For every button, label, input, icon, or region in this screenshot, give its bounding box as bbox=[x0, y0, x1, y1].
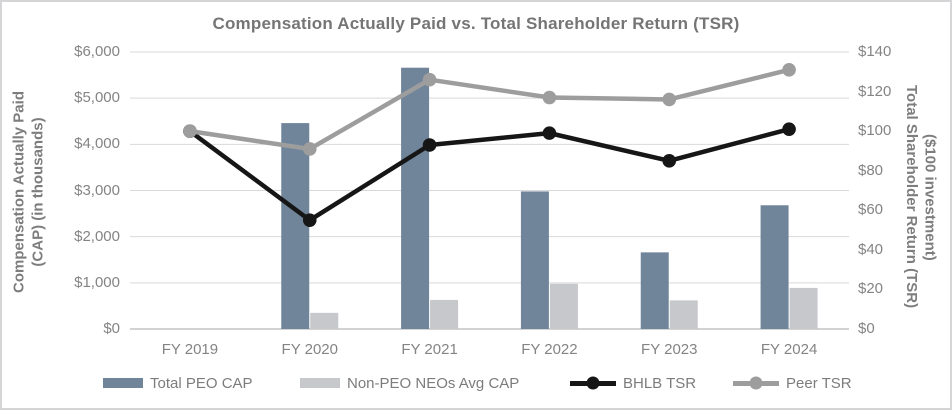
x-axis-label: FY 2019 bbox=[161, 341, 219, 358]
right-axis-tick-label: $0 bbox=[858, 320, 875, 337]
x-axis-label: FY 2023 bbox=[641, 341, 698, 358]
right-axis-title-line1: Total Shareholder Return (TSR) bbox=[902, 85, 920, 309]
right-axis-tick-label: $20 bbox=[858, 280, 884, 298]
bar-non-peo-neos-avg-cap-fy-2022 bbox=[549, 283, 578, 329]
bar-non-peo-neos-avg-cap-fy-2024 bbox=[789, 287, 818, 329]
x-axis-label: FY 2022 bbox=[521, 341, 578, 358]
right-axis-tick-label: $40 bbox=[858, 240, 884, 258]
point-bhlb-tsr-fy-2023 bbox=[662, 154, 677, 168]
x-axis-label: FY 2021 bbox=[401, 341, 458, 358]
point-bhlb-tsr-fy-2024 bbox=[782, 122, 796, 136]
left-axis-tick-label: $0 bbox=[103, 320, 120, 337]
left-axis-tick-label: $4,000 bbox=[74, 135, 120, 153]
x-axis-label: FY 2024 bbox=[760, 341, 818, 358]
right-axis-title-line2: ($100 investment) bbox=[921, 133, 939, 261]
chart-title: Compensation Actually Paid vs. Total Sha… bbox=[212, 14, 740, 33]
left-axis-tick-label: $5,000 bbox=[74, 89, 120, 107]
point-peer-tsr-fy-2023 bbox=[662, 92, 677, 107]
right-axis-tick-label: $80 bbox=[858, 161, 884, 179]
point-peer-tsr-fy-2024 bbox=[782, 63, 796, 77]
right-axis-tick-label: $60 bbox=[858, 201, 884, 219]
bar-non-peo-neos-avg-cap-fy-2021 bbox=[430, 299, 459, 329]
left-axis-tick-label: $6,000 bbox=[74, 43, 120, 60]
point-bhlb-tsr-fy-2022 bbox=[542, 126, 557, 140]
line-bhlb-tsr bbox=[187, 126, 792, 223]
right-axis-title: Total Shareholder Return (TSR) ($100 inv… bbox=[901, 42, 939, 352]
bar-non-peo-neos-avg-cap-fy-2020 bbox=[310, 312, 339, 329]
bar-total-peo-cap-fy-2022 bbox=[520, 191, 549, 329]
line-peer-tsr bbox=[187, 67, 792, 152]
point-bhlb-tsr-fy-2021 bbox=[422, 138, 437, 152]
bar-total-peo-cap-fy-2020 bbox=[281, 123, 310, 329]
point-peer-tsr-fy-2020 bbox=[302, 142, 317, 156]
right-axis-tick-label: $100 bbox=[858, 122, 892, 140]
left-axis-tick-label: $1,000 bbox=[74, 273, 120, 291]
point-peer-tsr-fy-2019 bbox=[183, 124, 197, 138]
point-peer-tsr-fy-2021 bbox=[422, 72, 437, 87]
bar-non-peo-neos-avg-cap-fy-2023 bbox=[669, 300, 698, 329]
right-axis-tick-label: $140 bbox=[858, 43, 892, 60]
bar-total-peo-cap-fy-2024 bbox=[760, 205, 789, 329]
point-peer-tsr-fy-2022 bbox=[542, 90, 557, 105]
point-bhlb-tsr-fy-2020 bbox=[302, 213, 317, 227]
x-axis-label: FY 2020 bbox=[281, 341, 338, 358]
left-axis-tick-label: $3,000 bbox=[74, 181, 120, 199]
bar-total-peo-cap-fy-2021 bbox=[401, 67, 430, 330]
bar-total-peo-cap-fy-2023 bbox=[640, 252, 669, 329]
right-axis-tick-label: $120 bbox=[858, 82, 892, 100]
left-axis-tick-label: $2,000 bbox=[74, 227, 120, 245]
